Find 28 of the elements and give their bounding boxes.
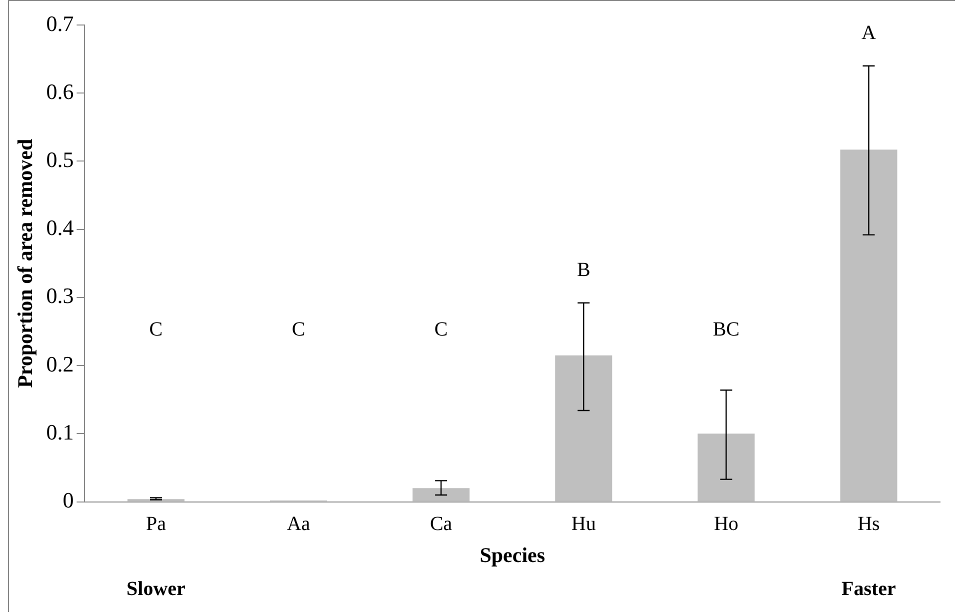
x-tick-label: Ho xyxy=(714,513,738,536)
x-axis-title: Species xyxy=(480,542,546,567)
y-tick-label: 0.7 xyxy=(46,10,74,36)
annotation: C xyxy=(149,318,163,340)
y-tick-label: 0.1 xyxy=(46,419,74,444)
text: Slower xyxy=(126,578,186,600)
bar xyxy=(698,434,755,502)
bar xyxy=(555,355,612,502)
x-tick-label: Pa xyxy=(146,513,166,536)
annotation: A xyxy=(862,22,876,44)
y-tick-label: 0.4 xyxy=(46,215,74,240)
text: Faster xyxy=(842,578,896,600)
y-axis-title: Proportion of area removed xyxy=(13,138,38,388)
bar xyxy=(840,150,898,502)
x-tick-label: Hu xyxy=(571,513,596,536)
annotation: C xyxy=(292,318,306,340)
x-tick-label: Hs xyxy=(858,513,880,536)
bar xyxy=(412,488,470,502)
annotation: B xyxy=(576,259,590,282)
y-tick-label: 0.6 xyxy=(46,78,74,104)
annotation: C xyxy=(434,318,448,340)
y-tick-label: 0.2 xyxy=(46,351,74,376)
annotation: BC xyxy=(712,318,740,340)
y-tick-label: 0.3 xyxy=(46,283,74,308)
y-tick-label: 0 xyxy=(62,488,74,513)
x-tick-label: Aa xyxy=(286,513,310,536)
y-tick-label: 0.5 xyxy=(46,147,74,172)
x-tick-label: Ca xyxy=(430,513,452,536)
